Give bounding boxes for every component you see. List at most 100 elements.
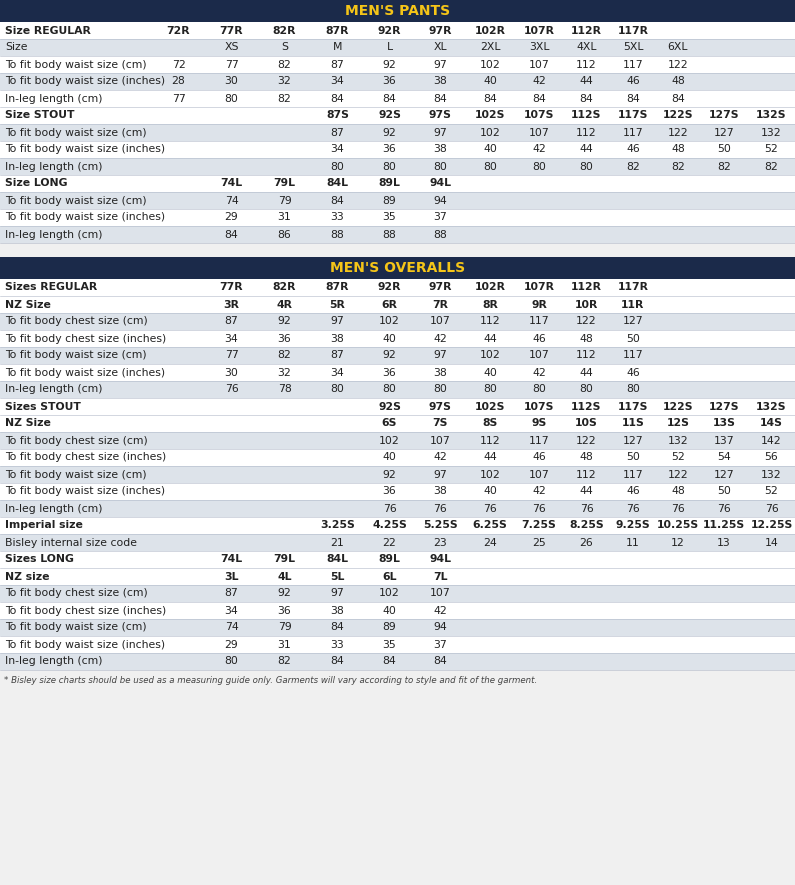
- Text: 36: 36: [382, 367, 397, 378]
- Text: 88: 88: [382, 229, 397, 240]
- Text: 77R: 77R: [219, 282, 243, 293]
- Text: 132S: 132S: [756, 402, 787, 412]
- Text: 46: 46: [626, 487, 640, 496]
- Text: 40: 40: [382, 334, 397, 343]
- Bar: [0, 192, 795, 209]
- Text: 5.25S: 5.25S: [423, 520, 457, 530]
- Text: 80: 80: [224, 657, 238, 666]
- Text: 84: 84: [225, 229, 238, 240]
- Text: 107: 107: [529, 470, 549, 480]
- Text: 42: 42: [433, 605, 447, 615]
- Text: 92: 92: [382, 470, 397, 480]
- Text: 7S: 7S: [432, 419, 448, 428]
- Text: 9.25S: 9.25S: [615, 520, 650, 530]
- Text: To fit body waist size (cm): To fit body waist size (cm): [5, 622, 146, 633]
- Text: 127: 127: [714, 127, 735, 137]
- Text: 24: 24: [483, 537, 497, 548]
- Text: 5R: 5R: [330, 299, 346, 310]
- Text: 80: 80: [483, 161, 497, 172]
- Text: 80: 80: [331, 384, 344, 395]
- Text: 94: 94: [433, 622, 447, 633]
- Text: 80: 80: [532, 384, 546, 395]
- Bar: [0, 398, 795, 415]
- Text: 94L: 94L: [429, 555, 451, 565]
- Text: 3.25S: 3.25S: [320, 520, 355, 530]
- Text: L: L: [386, 42, 393, 52]
- Text: 107: 107: [429, 589, 451, 598]
- Text: 4XL: 4XL: [576, 42, 597, 52]
- Text: 5XL: 5XL: [622, 42, 643, 52]
- Bar: [0, 534, 795, 551]
- Text: 87R: 87R: [326, 282, 349, 293]
- Bar: [0, 141, 795, 158]
- Text: 50: 50: [626, 334, 640, 343]
- Text: 92R: 92R: [378, 282, 401, 293]
- Text: 34: 34: [225, 605, 238, 615]
- Text: 87: 87: [331, 350, 344, 360]
- Text: 127: 127: [622, 317, 643, 327]
- Text: 76: 76: [580, 504, 593, 513]
- Text: 117: 117: [622, 59, 643, 70]
- Text: 80: 80: [626, 384, 640, 395]
- Text: 82: 82: [671, 161, 684, 172]
- Text: * Bisley size charts should be used as a measuring guide only. Garments will var: * Bisley size charts should be used as a…: [4, 676, 537, 685]
- Bar: [0, 500, 795, 517]
- Text: In-leg length (cm): In-leg length (cm): [5, 504, 103, 513]
- Text: 37: 37: [433, 640, 447, 650]
- Text: 92: 92: [382, 127, 397, 137]
- Text: 38: 38: [433, 367, 447, 378]
- Text: 88: 88: [331, 229, 344, 240]
- Text: 102: 102: [479, 350, 500, 360]
- Text: 107S: 107S: [524, 111, 554, 120]
- Text: 50: 50: [717, 144, 731, 155]
- Text: 80: 80: [580, 161, 593, 172]
- Text: 80: 80: [580, 384, 593, 395]
- Text: 117: 117: [529, 435, 549, 445]
- Text: To fit body waist size (inches): To fit body waist size (inches): [5, 640, 165, 650]
- Text: 76: 76: [765, 504, 778, 513]
- Text: Sizes LONG: Sizes LONG: [5, 555, 74, 565]
- Text: NZ size: NZ size: [5, 572, 49, 581]
- Text: 92S: 92S: [378, 111, 401, 120]
- Bar: [0, 90, 795, 107]
- Text: 87S: 87S: [326, 111, 349, 120]
- Text: 79L: 79L: [273, 555, 296, 565]
- Text: 80: 80: [433, 384, 447, 395]
- Text: 35: 35: [382, 640, 397, 650]
- Text: 89L: 89L: [378, 179, 401, 189]
- Bar: [0, 619, 795, 636]
- Text: 84: 84: [382, 657, 397, 666]
- Text: 80: 80: [382, 161, 397, 172]
- Text: 76: 76: [483, 504, 497, 513]
- Text: 97R: 97R: [429, 26, 452, 35]
- Text: 74: 74: [225, 622, 238, 633]
- Text: 142: 142: [761, 435, 781, 445]
- Text: 102: 102: [379, 589, 400, 598]
- Text: 97: 97: [433, 470, 447, 480]
- Text: 92: 92: [277, 317, 292, 327]
- Text: 13S: 13S: [712, 419, 735, 428]
- Text: 122S: 122S: [663, 402, 693, 412]
- Text: 92: 92: [382, 350, 397, 360]
- Bar: [0, 381, 795, 398]
- Text: 97: 97: [331, 589, 344, 598]
- Text: 21: 21: [331, 537, 344, 548]
- Text: 9S: 9S: [531, 419, 547, 428]
- Text: 102R: 102R: [475, 282, 506, 293]
- Text: 14S: 14S: [760, 419, 783, 428]
- Text: 48: 48: [580, 334, 593, 343]
- Text: 84: 84: [483, 94, 497, 104]
- Text: 76: 76: [626, 504, 640, 513]
- Bar: [0, 107, 795, 124]
- Text: 37: 37: [433, 212, 447, 222]
- Text: 56: 56: [765, 452, 778, 463]
- Text: 97: 97: [433, 127, 447, 137]
- Text: 117R: 117R: [618, 282, 649, 293]
- Text: 46: 46: [532, 452, 546, 463]
- Text: 7L: 7L: [432, 572, 448, 581]
- Text: 23: 23: [433, 537, 447, 548]
- Text: 7R: 7R: [432, 299, 448, 310]
- Text: 122: 122: [576, 435, 597, 445]
- Text: 112: 112: [576, 127, 597, 137]
- Text: Size: Size: [5, 42, 28, 52]
